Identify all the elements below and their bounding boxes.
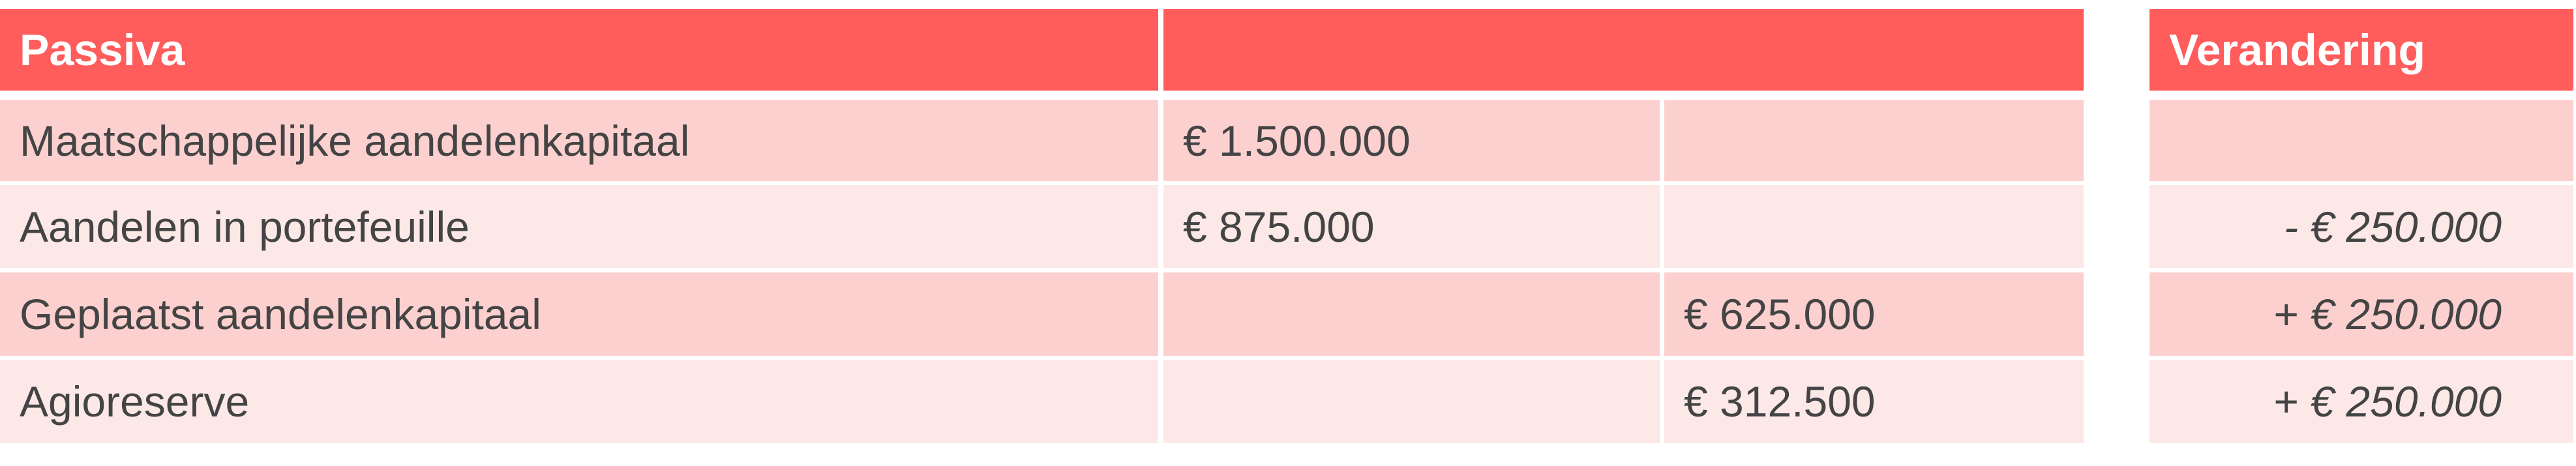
change-cell: + € 250.000 <box>2149 272 2573 356</box>
header-verandering: Verandering <box>2149 9 2573 91</box>
row-label: Maatschappelijke aandelenkapitaal <box>0 100 1158 181</box>
row-amount-1 <box>1163 360 1660 443</box>
row-label: Agioreserve <box>0 360 1158 443</box>
row-amount-2: € 625.000 <box>1664 272 2084 356</box>
row-amount-2 <box>1664 185 2084 268</box>
row-amount-1: € 1.500.000 <box>1163 100 1660 181</box>
change-cell <box>2149 100 2573 181</box>
row-amount-1 <box>1163 272 1660 356</box>
change-cell: + € 250.000 <box>2149 360 2573 443</box>
change-cell: - € 250.000 <box>2149 185 2573 268</box>
row-amount-2 <box>1664 100 2084 181</box>
row-amount-2: € 312.500 <box>1664 360 2084 443</box>
header-passiva: Passiva <box>0 9 1158 91</box>
row-label: Geplaatst aandelenkapitaal <box>0 272 1158 356</box>
row-label: Aandelen in portefeuille <box>0 185 1158 268</box>
row-amount-1: € 875.000 <box>1163 185 1660 268</box>
header-amounts <box>1163 9 2084 91</box>
